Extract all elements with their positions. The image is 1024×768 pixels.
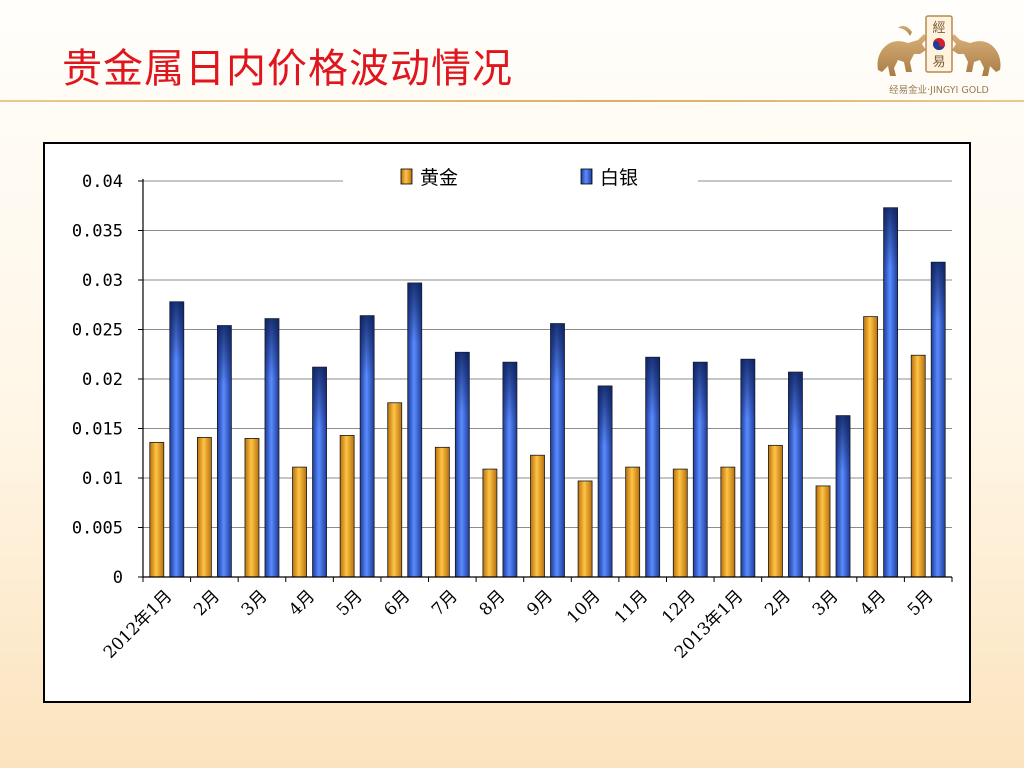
legend-swatch [400,168,413,185]
gold-bar [625,466,641,578]
x-category-label: 4月 [285,586,319,620]
gold-bar [149,441,165,578]
silver-bar-shade [836,415,851,473]
gold-bar [482,468,498,578]
slide-title: 贵金属日内价格波动情况 [62,46,513,92]
legend-swatch [580,168,593,185]
x-category-label: 4月 [856,586,890,620]
silver-bar-shade [502,362,517,423]
y-tick-label: 0.02 [82,370,123,390]
x-category-label: 5月 [904,586,938,620]
legend: 黄金 白银 [343,162,698,192]
x-category-label: 2月 [761,586,795,620]
legend-label: 黄金 [420,167,458,189]
silver-bar-shade [740,359,755,420]
logo-char-2: 易 [932,55,945,70]
gold-bar [672,468,688,578]
gold-bar [863,316,879,578]
silver-bar-shade [550,323,565,384]
title-divider [0,100,1024,102]
silver-bar-shade [788,372,803,433]
gold-bar [244,437,260,578]
logo-char-1: 經 [932,21,945,36]
gold-bar [910,354,926,578]
jingyi-logo: 經 易 [877,15,1001,76]
x-category-label: 3月 [809,586,843,620]
x-category-label: 2012年1月 [100,586,176,662]
bull-icon [877,25,927,76]
x-category-label: 2月 [190,586,224,620]
y-tick-label: 0.015 [72,420,123,440]
x-category-label: 7月 [428,586,462,620]
x-category-label: 11月 [611,586,652,627]
y-tick-label: 0.005 [72,519,123,539]
silver-bar-shade [645,357,660,418]
chart-frame: 0 0.005 0.01 0.015 0.02 0.025 0.03 0.035 0.04 20… [43,142,971,703]
y-axis: 0 0.005 0.01 0.015 0.02 0.025 0.03 0.035 0.04 [72,172,144,588]
silver-bar-shade [407,282,422,343]
silver-bar-shade [312,367,327,428]
x-category-label: 10月 [563,586,604,627]
gold-bar [196,437,212,578]
x-category-label: 3月 [238,586,272,620]
silver-bar-shade [455,352,470,413]
bear-icon [951,34,1001,76]
gridlines [143,180,952,528]
x-category-label: 12月 [658,586,699,627]
silver-bar-shade [360,315,375,376]
y-tick-label: 0.01 [82,469,123,489]
silver-bar-shade [217,325,232,386]
x-category-label: 6月 [380,586,414,620]
silver-bar-shade [598,385,613,446]
gold-bar [434,446,450,578]
gold-bar [292,466,307,578]
gold-bar [720,466,736,578]
silver-bar-shade [169,301,184,362]
legend-label: 白银 [600,167,638,189]
silver-bar-shade [931,262,946,323]
gold-bar [768,444,783,578]
y-tick-label: 0 [113,568,123,588]
x-category-label: 9月 [523,586,557,620]
y-tick-label: 0.035 [72,222,123,242]
silver-bar-shade [883,207,898,268]
bars [149,207,946,578]
x-category-label: 8月 [476,586,510,620]
y-tick-label: 0.03 [82,271,123,291]
gold-bar [577,480,593,578]
gold-bar [339,435,355,578]
gold-bar [387,402,403,578]
x-category-label: 5月 [333,586,367,620]
gold-bar [815,485,831,578]
y-tick-label: 0.025 [72,321,123,341]
legend-box [343,162,698,192]
silver-bar-shade [264,318,279,379]
silver-bar-shade [693,362,708,423]
gold-bar [530,454,545,578]
logo-caption: 经易金业·JINGYI GOLD [889,85,989,96]
y-tick-label: 0.04 [82,172,123,192]
bar-chart: 0 0.005 0.01 0.015 0.02 0.025 0.03 0.035 0.04 20… [72,162,953,663]
